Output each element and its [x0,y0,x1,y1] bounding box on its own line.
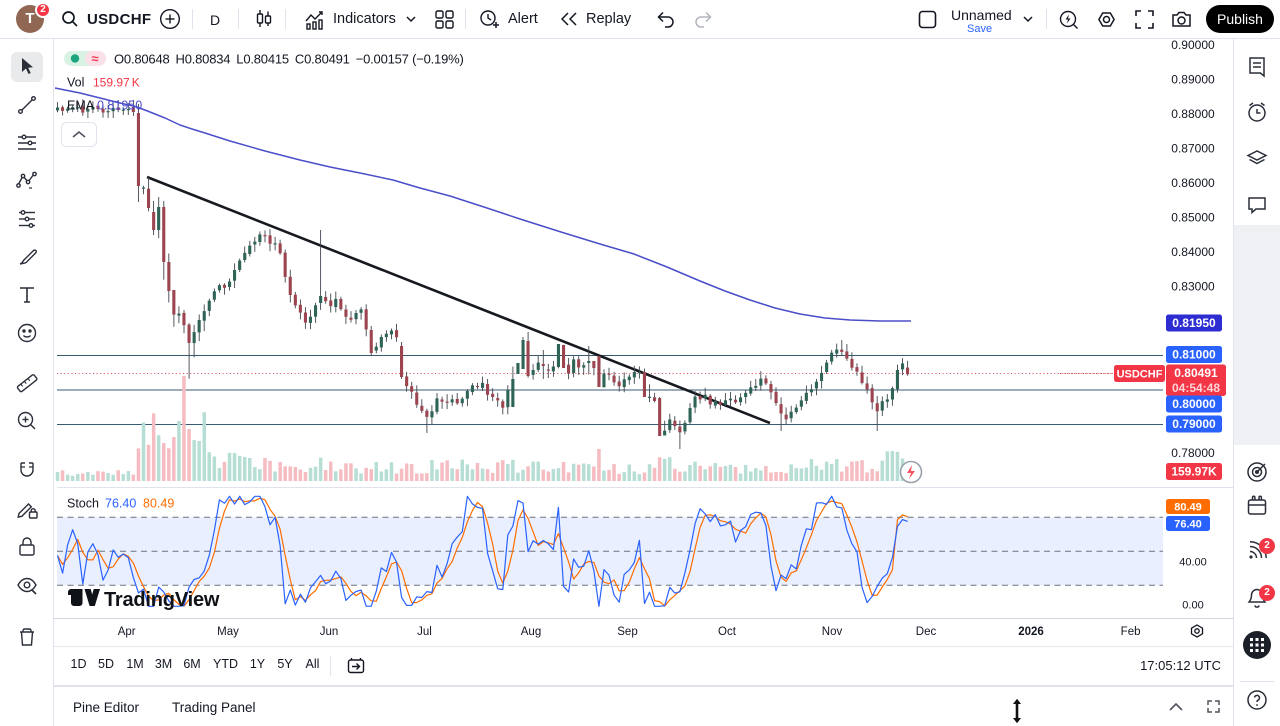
svg-text:2026: 2026 [1018,626,1044,638]
svg-text:0.81950: 0.81950 [97,99,142,113]
svg-text:0.80491: 0.80491 [1174,366,1218,380]
svg-text:Aug: Aug [521,626,541,638]
svg-text:TradingView: TradingView [104,589,220,611]
svg-text:Nov: Nov [822,626,843,638]
svg-text:≈: ≈ [91,51,98,66]
svg-text:76.40: 76.40 [105,497,136,511]
svg-text:Feb: Feb [1121,626,1141,638]
svg-text:159.97K: 159.97K [93,76,140,90]
svg-text:0.78000: 0.78000 [1171,446,1215,460]
svg-text:0.80000: 0.80000 [1172,397,1216,411]
svg-text:80.49: 80.49 [143,497,174,511]
svg-text:0.83000: 0.83000 [1171,280,1215,294]
svg-text:0.86000: 0.86000 [1171,176,1215,190]
svg-text:0.87000: 0.87000 [1171,142,1215,156]
svg-text:Vol: Vol [67,76,84,90]
svg-text:0.88000: 0.88000 [1171,107,1215,121]
svg-text:0.79000: 0.79000 [1172,417,1216,431]
svg-text:0.89000: 0.89000 [1171,73,1215,87]
svg-text:0.81000: 0.81000 [1172,348,1216,362]
svg-text:04:54:48: 04:54:48 [1172,381,1220,395]
svg-text:Stoch: Stoch [67,497,99,511]
svg-text:Sep: Sep [617,626,637,638]
svg-text:Dec: Dec [916,626,937,638]
svg-text:0.85000: 0.85000 [1171,211,1215,225]
svg-text:Oct: Oct [718,626,737,638]
svg-text:EMA: EMA [67,99,95,113]
svg-text:Jul: Jul [417,626,432,638]
svg-text:Apr: Apr [118,626,136,638]
svg-text:0.90000: 0.90000 [1171,39,1215,52]
svg-text:USDCHF: USDCHF [1117,369,1163,381]
svg-text:0.81950: 0.81950 [1172,316,1216,330]
svg-text:0.84000: 0.84000 [1171,245,1215,259]
svg-text:80.49: 80.49 [1174,502,1202,514]
svg-text:159.97K: 159.97K [1171,465,1217,479]
svg-text:40.00: 40.00 [1179,557,1207,569]
svg-text:May: May [217,626,239,638]
svg-text:76.40: 76.40 [1174,519,1202,531]
svg-text:Jun: Jun [320,626,339,638]
svg-text:0.00: 0.00 [1182,600,1203,612]
